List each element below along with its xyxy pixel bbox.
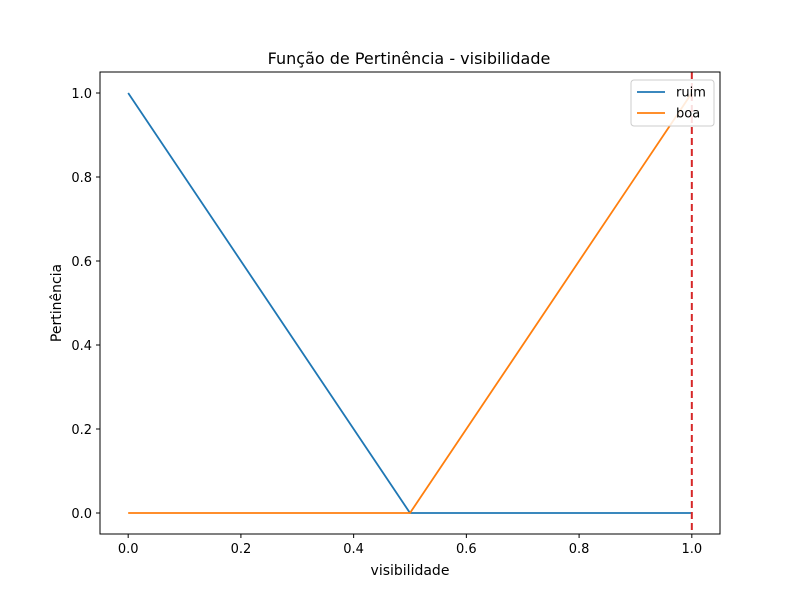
y-tick-label: 1.0 [71, 87, 92, 102]
y-tick-label: 0.4 [71, 339, 92, 354]
chart-title: Função de Pertinência - visibilidade [268, 49, 551, 68]
x-tick-label: 0.6 [456, 542, 477, 557]
x-tick-label: 1.0 [681, 542, 702, 557]
series-line-boa [128, 92, 693, 514]
y-tick-label: 0.8 [71, 171, 92, 186]
legend-label-boa: boa [676, 107, 700, 122]
y-tick-label: 0.2 [71, 423, 92, 438]
y-tick-label: 0.0 [71, 507, 92, 522]
legend-label-ruim: ruim [676, 86, 706, 101]
x-tick-label: 0.0 [118, 542, 139, 557]
series-line-ruim [127, 92, 692, 514]
legend: ruim boa [630, 79, 715, 127]
x-tick-label: 0.4 [343, 542, 364, 557]
plot-frame [99, 71, 721, 535]
x-tick-label: 0.2 [231, 542, 252, 557]
x-tick-label: 0.8 [569, 542, 590, 557]
y-tick-label: 0.6 [71, 255, 92, 270]
x-axis-label: visibilidade [371, 563, 450, 579]
y-axis-label: Pertinência [49, 264, 65, 342]
